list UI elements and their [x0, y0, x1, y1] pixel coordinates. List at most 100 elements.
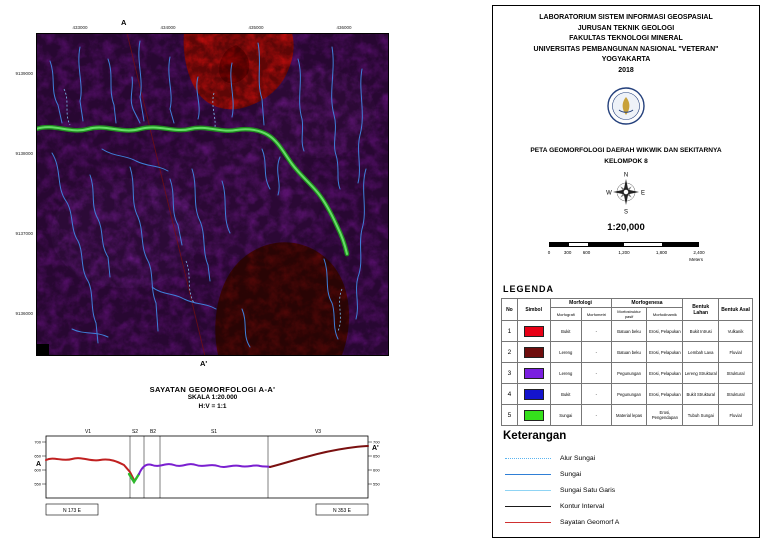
profile-purple-segment	[138, 463, 271, 475]
elevation-labels-right: 700 650 600 550	[373, 440, 380, 487]
keterangan-label: Alur Sungai	[560, 454, 596, 462]
sungai-satu-garis-line-symbol	[505, 489, 551, 491]
legend-swatch	[523, 346, 544, 358]
keterangan-item: Kontur Interval	[505, 498, 751, 514]
map-grid-label: 435000	[248, 25, 264, 30]
map-title-block: PETA GEOMORFOLOGI DAERAH WIKWIK DAN SEKI…	[495, 146, 757, 167]
map-scale-text: 1:20,000	[607, 222, 645, 233]
scale-label: 300	[563, 250, 572, 255]
svg-text:700: 700	[373, 440, 380, 445]
section-right-endpoint: A'	[372, 445, 379, 452]
map-grid-label: 9139000	[15, 71, 33, 76]
elevation-ticks	[42, 441, 372, 485]
svg-text:V1: V1	[85, 429, 91, 435]
legend-row: 5 Sungai - Material lepas Erosi, Pengend…	[501, 404, 753, 426]
profile-line	[45, 445, 369, 485]
map-grid-label: 436000	[336, 25, 352, 30]
sayatan-geomorf-line-symbol	[505, 521, 551, 523]
year-label: 2018	[618, 66, 634, 74]
keterangan-label: Sungai	[560, 470, 582, 478]
keterangan-label: Sayatan Geomorf A	[560, 518, 620, 526]
map-grid-label: 434000	[160, 25, 176, 30]
section-endpoint-a-prime: A'	[200, 359, 208, 368]
col-bentuk-lahan: Bentuk Lahan	[682, 298, 720, 321]
bearing-left-label: N 173 E	[63, 508, 82, 514]
legend-swatch	[523, 367, 544, 379]
compass-w: W	[606, 191, 612, 197]
sub-morfometri: Morfometri	[581, 307, 612, 321]
stream-traces	[63, 88, 343, 332]
scale-label: 1,200	[618, 250, 630, 255]
compass-rose-icon: N E S W	[606, 173, 645, 216]
sub-morfodinamik: Morfodinamik	[646, 307, 684, 321]
legend-swatch	[523, 325, 544, 337]
section-endpoint-a: A	[121, 18, 127, 27]
map-grid-label: 9138000	[15, 151, 33, 156]
section-ratio: H:V = 1:1	[198, 402, 227, 410]
legend-row: 2 Lereng - Batuan beku Erosi, Pelapukan …	[501, 341, 753, 363]
keterangan-item: Alur Sungai	[505, 450, 751, 466]
institution-line: LABORATORIUM SISTEM INFORMASI GEOSPASIAL	[539, 14, 713, 21]
compass-e: E	[641, 191, 645, 197]
bearing-box-left	[45, 503, 99, 516]
keterangan-heading: Keterangan	[503, 430, 567, 442]
col-morfogenesa: Morfogenesa	[610, 298, 684, 308]
map-grid-label: 9137000	[15, 231, 33, 236]
keterangan-label: Sungai Satu Garis	[560, 486, 616, 494]
keterangan-item: Sungai	[505, 466, 751, 482]
sub-morfografi: Morfografi	[549, 307, 583, 321]
institution-line: UNIVERSITAS PEMBANGUNAN NASIONAL "VETERA…	[533, 45, 719, 53]
svg-text:S2: S2	[132, 429, 138, 435]
sub-morfostruktur: Morfostruktur pasif	[610, 307, 648, 321]
institution-line: YOGYAKARTA	[601, 56, 651, 63]
svg-text:600: 600	[373, 468, 380, 473]
svg-text:B2: B2	[150, 429, 156, 435]
compass-n: N	[624, 173, 628, 179]
section-title-block: SAYATAN GEOMORFOLOGI A-A' SKALA 1:20.000…	[36, 385, 389, 411]
title-block-panel: LABORATORIUM SISTEM INFORMASI GEOSPASIAL…	[492, 5, 760, 538]
svg-text:650: 650	[373, 454, 380, 459]
section-left-endpoint: A	[36, 461, 41, 468]
segment-labels: V1 S2 B2 S1 V3	[85, 429, 321, 435]
scale-label: 600	[582, 250, 591, 255]
compass-s: S	[624, 210, 628, 216]
legend-heading: LEGENDA	[503, 284, 555, 294]
profile-red-segment	[45, 457, 135, 481]
logo-emblem	[622, 97, 630, 115]
svg-text:600: 600	[34, 468, 41, 473]
svg-text:S1: S1	[211, 429, 217, 435]
map-title: PETA GEOMORFOLOGI DAERAH WIKWIK DAN SEKI…	[530, 147, 722, 154]
sungai-line-symbol	[505, 473, 551, 475]
cross-section-chart: V1 S2 B2 S1 V3 700 650 600 550 700 650 6…	[34, 429, 380, 516]
col-morfologi: Morfologi	[549, 298, 612, 308]
hillshade-texture	[36, 33, 389, 356]
institution-line: FAKULTAS TEKNOLOGI MINERAL	[569, 35, 683, 42]
scale-label: 1,800	[655, 250, 668, 255]
legend-swatch	[523, 388, 544, 400]
legend-row: 1 Bukit - Batuan beku Erosi, Pelapukan B…	[501, 320, 753, 342]
scale-bar-segments	[549, 242, 699, 247]
svg-text:650: 650	[34, 454, 41, 459]
bearing-box-right	[315, 503, 369, 516]
map-grid-label: 9136000	[15, 311, 33, 316]
scale-bar: 0 300 600 1,200 1,800 2,400 Meters	[541, 240, 711, 266]
alur-sungai-line-symbol	[505, 457, 551, 459]
kontur-interval-line-symbol	[505, 505, 551, 507]
section-frame	[45, 435, 369, 499]
legend-row: 4 Bukit - Pegunungan Erosi, Pelapukan Bu…	[501, 383, 753, 405]
profile-river-notch	[127, 472, 141, 485]
col-bentuk-asal: Bentuk Asal	[718, 298, 753, 321]
svg-text:V3: V3	[315, 429, 321, 435]
scale-label: 2,400	[693, 250, 705, 255]
profile-maroon-segment	[269, 445, 369, 468]
section-scale: SKALA 1:20.000	[187, 394, 238, 402]
svg-text:550: 550	[373, 482, 380, 487]
map-subtitle: KELOMPOK 8	[604, 157, 648, 165]
legend-table: No Simbol Morfologi Morfogenesa Bentuk L…	[501, 298, 753, 426]
keterangan-item: Sayatan Geomorf A	[505, 514, 751, 530]
section-title: SAYATAN GEOMORFOLOGI A-A'	[149, 385, 276, 394]
map-panel: A A' 433000 434000 435000 436000 9139000…	[15, 18, 389, 368]
col-no: No	[501, 298, 518, 321]
col-simbol: Simbol	[516, 298, 551, 321]
